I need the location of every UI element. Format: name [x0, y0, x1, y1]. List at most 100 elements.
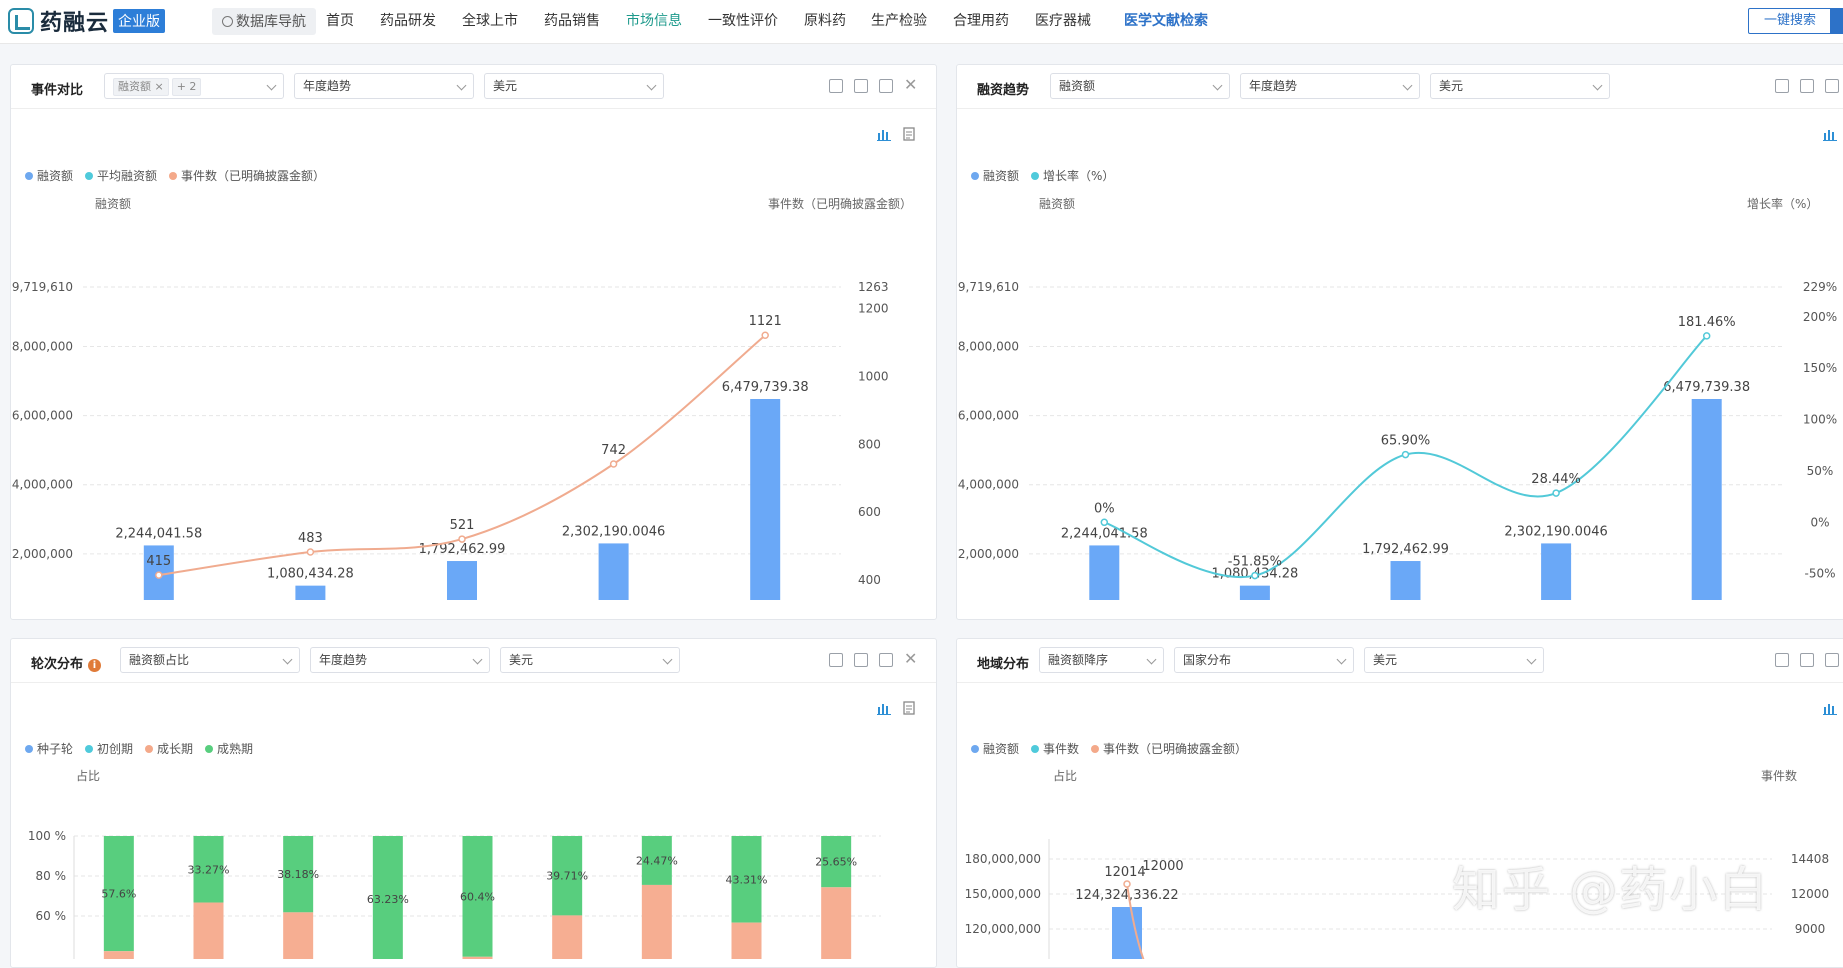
- download-icon[interactable]: [1800, 653, 1814, 667]
- nav-market-info[interactable]: 市场信息: [626, 13, 682, 29]
- quick-search-button[interactable]: 一键搜索: [1748, 8, 1832, 34]
- legend-item[interactable]: 事件数: [1031, 740, 1079, 757]
- growth-point: [1401, 450, 1410, 459]
- fullscreen-icon[interactable]: [1775, 79, 1789, 93]
- legend-item[interactable]: 初创期: [85, 740, 133, 757]
- edition-badge: 企业版: [113, 9, 166, 33]
- nav-home[interactable]: 首页: [326, 13, 354, 29]
- trend-select[interactable]: 年度趋势: [1240, 73, 1420, 99]
- event-value-label: 483: [298, 531, 323, 546]
- bar-value-label: 2,302,190.0046: [1504, 524, 1607, 539]
- y2-tick-label: 800: [858, 437, 881, 451]
- y2-tick-label: 50%: [1807, 464, 1834, 478]
- legend-item[interactable]: 成长期: [145, 740, 193, 757]
- nav-global-launch[interactable]: 全球上市: [462, 13, 518, 29]
- close-icon[interactable]: ✕: [904, 649, 918, 668]
- trend-select[interactable]: 年度趋势: [310, 647, 490, 673]
- chart-legend: 融资额 增长率（%）: [971, 167, 1114, 184]
- chevron-down-icon: [472, 654, 483, 665]
- y-tick-label: 2,000,000: [12, 547, 73, 561]
- bar-value-label: 2,302,190.0046: [562, 524, 665, 539]
- panel-title: 轮次分布 i: [31, 653, 102, 672]
- bar-chart-icon[interactable]: [1823, 701, 1837, 715]
- open-external-icon[interactable]: [1825, 653, 1839, 667]
- info-icon[interactable]: i: [88, 659, 102, 672]
- y-axis-title: 融资额: [1039, 197, 1076, 211]
- y2-tick-label: 200%: [1803, 310, 1837, 324]
- data-view-icon[interactable]: [902, 701, 916, 715]
- y-tick-label: 150,000,000: [965, 887, 1041, 901]
- nav-drug-sales[interactable]: 药品销售: [544, 13, 600, 29]
- bar-growth-stage: [103, 951, 134, 959]
- fullscreen-icon[interactable]: [1775, 653, 1789, 667]
- trend-select[interactable]: 年度趋势: [294, 73, 474, 99]
- bar-mature-stage: [193, 836, 224, 903]
- nav-rational-use[interactable]: 合理用药: [953, 13, 1009, 29]
- download-icon[interactable]: [854, 79, 868, 93]
- open-external-icon[interactable]: [879, 653, 893, 667]
- currency-select[interactable]: 美元: [484, 73, 664, 99]
- nav-production[interactable]: 生产检验: [871, 13, 927, 29]
- metric-multiselect[interactable]: 融资额 × + 2: [104, 73, 284, 99]
- y-tick-label: 100 %: [28, 829, 66, 843]
- bar-chart-icon[interactable]: [877, 127, 891, 141]
- y-tick-label: 8,000,000: [12, 339, 73, 353]
- legend-item[interactable]: 事件数（已明确披露金额）: [1091, 740, 1247, 757]
- sort-select[interactable]: 融资额降序: [1039, 647, 1164, 673]
- nav-consistency[interactable]: 一致性评价: [708, 13, 778, 29]
- bar-chart-icon[interactable]: [1823, 127, 1837, 141]
- top-navbar: 药融云 企业版 数据库导航 首页 药品研发 全球上市 药品销售 市场信息 一致性…: [0, 0, 1843, 44]
- bar-funding: [447, 561, 477, 600]
- event-point: [761, 331, 769, 339]
- bar-value-label: 1,080,434.28: [267, 567, 354, 582]
- search-icon[interactable]: [1830, 8, 1843, 34]
- brand-logo[interactable]: 药融云 企业版: [8, 6, 166, 36]
- growth-value-label: 0%: [1094, 501, 1115, 516]
- legend-item[interactable]: 增长率（%）: [1031, 167, 1114, 184]
- download-icon[interactable]: [1800, 79, 1814, 93]
- y-tick-label: 9,719,610: [958, 280, 1019, 294]
- download-icon[interactable]: [854, 653, 868, 667]
- legend-item[interactable]: 融资额: [25, 167, 73, 184]
- fullscreen-icon[interactable]: [829, 79, 843, 93]
- watermark: 知乎 @药小白: [1452, 862, 1770, 918]
- share-value-label: 39.71%: [546, 870, 588, 883]
- legend-item[interactable]: 种子轮: [25, 740, 73, 757]
- open-external-icon[interactable]: [1825, 79, 1839, 93]
- legend-item[interactable]: 融资额: [971, 740, 1019, 757]
- close-icon[interactable]: ✕: [904, 75, 918, 94]
- y2-tick-label: 400: [858, 573, 881, 587]
- event-value-label: 521: [450, 518, 475, 533]
- growth-value-label: 65.90%: [1381, 434, 1431, 449]
- nav-devices[interactable]: 医疗器械: [1035, 13, 1091, 29]
- currency-select[interactable]: 美元: [1430, 73, 1610, 99]
- metric-select[interactable]: 融资额: [1050, 73, 1230, 99]
- currency-select[interactable]: 美元: [1364, 647, 1544, 673]
- bar-growth-stage: [193, 902, 224, 959]
- bar-chart-icon[interactable]: [877, 701, 891, 715]
- nav-api[interactable]: 原料药: [804, 13, 846, 29]
- chevron-down-icon: [646, 80, 657, 91]
- legend-item[interactable]: 融资额: [971, 167, 1019, 184]
- share-value-label: 63.23%: [367, 893, 409, 906]
- db-nav-button[interactable]: 数据库导航: [212, 8, 316, 35]
- legend-item[interactable]: 成熟期: [205, 740, 253, 757]
- share-value-label: 43.31%: [726, 873, 768, 886]
- bar-mature-stage: [552, 836, 583, 916]
- open-external-icon[interactable]: [879, 79, 893, 93]
- currency-select[interactable]: 美元: [500, 647, 680, 673]
- event-point: [458, 535, 466, 543]
- bar-funding: [598, 543, 629, 600]
- y-tick-label: 6,000,000: [12, 409, 73, 423]
- share-value-label: 25.65%: [815, 856, 857, 869]
- nav-literature-search[interactable]: 医学文献检索: [1124, 13, 1208, 29]
- y-tick-label: 6,000,000: [958, 409, 1019, 423]
- share-select[interactable]: 融资额占比: [120, 647, 300, 673]
- bar-value-label: 2,244,041.58: [1061, 526, 1148, 541]
- region-type-select[interactable]: 国家分布: [1174, 647, 1354, 673]
- fullscreen-icon[interactable]: [829, 653, 843, 667]
- legend-item[interactable]: 事件数（已明确披露金额）: [169, 167, 325, 184]
- legend-item[interactable]: 平均融资额: [85, 167, 157, 184]
- nav-drug-rd[interactable]: 药品研发: [380, 13, 436, 29]
- data-view-icon[interactable]: [902, 127, 916, 141]
